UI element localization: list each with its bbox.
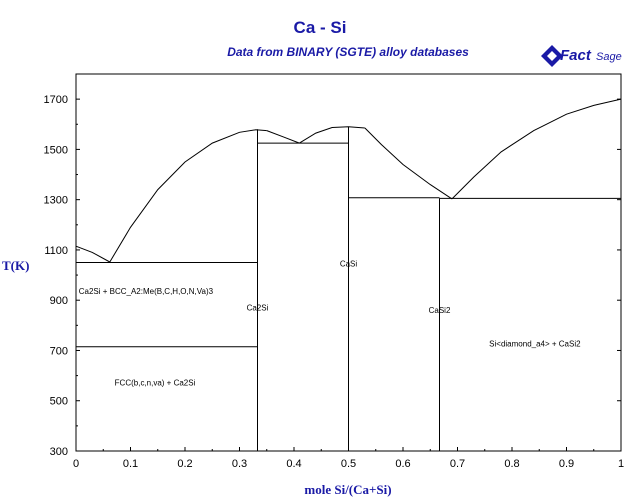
phase-boundary-line [364, 127, 453, 200]
x-tick-label: 0.8 [504, 458, 519, 470]
region-label: Ca2Si + BCC_A2:Me(B,C,H,O,N,Va)3 [79, 287, 214, 296]
region-label: CaSi2 [429, 306, 451, 315]
region-label: Ca2Si [247, 303, 269, 312]
region-label: FCC(b,c,n,va) + Ca2Si [115, 379, 196, 388]
y-tick-label: 1100 [44, 245, 68, 257]
x-tick-label: 0.3 [232, 458, 247, 470]
x-tick-label: 0.2 [177, 458, 192, 470]
phase-boundary-line [266, 130, 300, 144]
chart-subtitle: Data from BINARY (SGTE) alloy databases [227, 45, 469, 59]
y-tick-label: 1500 [44, 144, 68, 156]
y-tick-label: 500 [50, 396, 68, 408]
x-tick-label: 0.4 [286, 458, 301, 470]
x-axis-ticks: 0 0.1 0.2 0.3 0.4 0.5 0.6 0.7 0.8 0.9 1 [73, 447, 624, 470]
phase-boundaries [75, 98, 622, 451]
region-labels: Ca2Si + BCC_A2:Me(B,C,H,O,N,Va)3 Ca2Si CaS… [79, 259, 581, 387]
x-tick-label: 0.6 [395, 458, 410, 470]
x-tick-label: 0.5 [341, 458, 356, 470]
logo-text-sage: Sage [596, 51, 622, 63]
y-axis-ticks: 300 500 700 900 1100 1300 1500 1700 [44, 94, 621, 458]
x-tick-label: 0.7 [450, 458, 465, 470]
region-label: Si<diamond_a4> + CaSi2 [489, 340, 581, 349]
y-tick-label: 900 [50, 295, 68, 307]
y-tick-label: 1300 [44, 195, 68, 207]
logo-text-fact: Fact [560, 47, 592, 64]
y-tick-label: 300 [50, 446, 68, 458]
x-tick-label: 0.1 [123, 458, 138, 470]
factsage-logo: Fact Sage [541, 45, 622, 67]
x-tick-label: 0 [73, 458, 79, 470]
chart-title: Ca - Si [293, 18, 347, 37]
x-tick-label: 1 [618, 458, 624, 470]
region-label: CaSi [340, 259, 358, 268]
phase-boundary-line [451, 98, 622, 200]
phase-boundary-line [75, 245, 111, 263]
y-tick-label: 1700 [44, 94, 68, 106]
x-tick-label: 0.9 [559, 458, 574, 470]
phase-boundary-line [299, 126, 365, 144]
y-tick-label: 700 [50, 345, 68, 357]
x-axis-label: mole Si/(Ca+Si) [304, 482, 392, 497]
phase-boundary-line [109, 129, 267, 263]
y-axis-label: T(K) [2, 258, 30, 273]
